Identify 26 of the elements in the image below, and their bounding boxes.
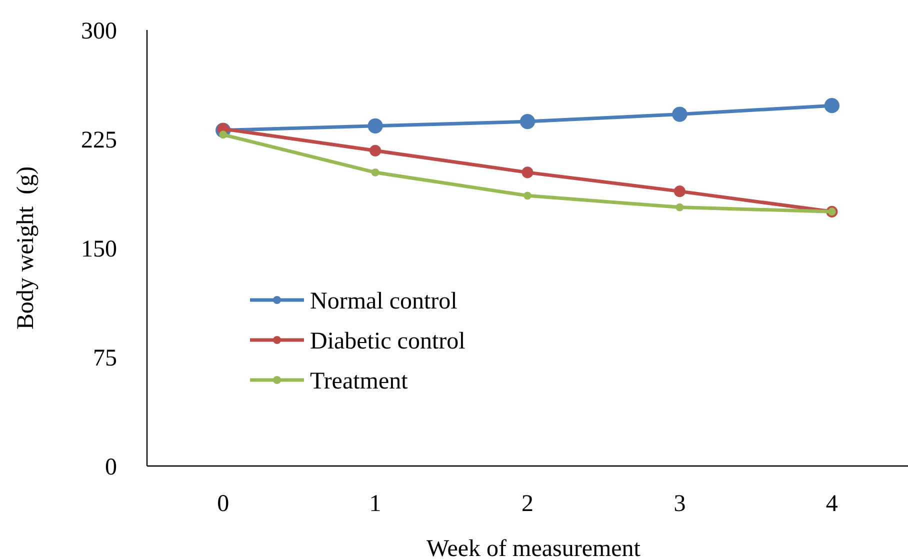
point [370,144,382,156]
point [522,166,534,178]
x-axis-title: Week of measurement [426,536,641,559]
point [371,168,380,176]
point [219,130,228,139]
point [674,186,686,198]
point [524,192,532,200]
legend-label: Normal control [310,288,458,314]
y-tick-label: 150 [81,236,117,262]
point [520,114,536,130]
point [368,118,383,134]
y-tick-label: 0 [105,454,117,480]
y-axis-title: Body weight (g) [13,166,39,330]
x-tick-label: 4 [826,491,838,517]
y-tick-label: 300 [81,18,117,44]
x-tick-label: 3 [674,491,686,517]
x-tick-label: 2 [522,491,534,517]
y-tick-label: 225 [81,127,117,154]
legend-label: Treatment [310,368,408,394]
point [676,203,684,212]
point [824,98,840,114]
legend-label: Diabetic control [310,328,466,354]
x-tick-label: 1 [369,491,382,517]
y-tick-label: 75 [93,345,117,372]
point [672,106,688,122]
x-tick-label: 0 [217,491,230,517]
